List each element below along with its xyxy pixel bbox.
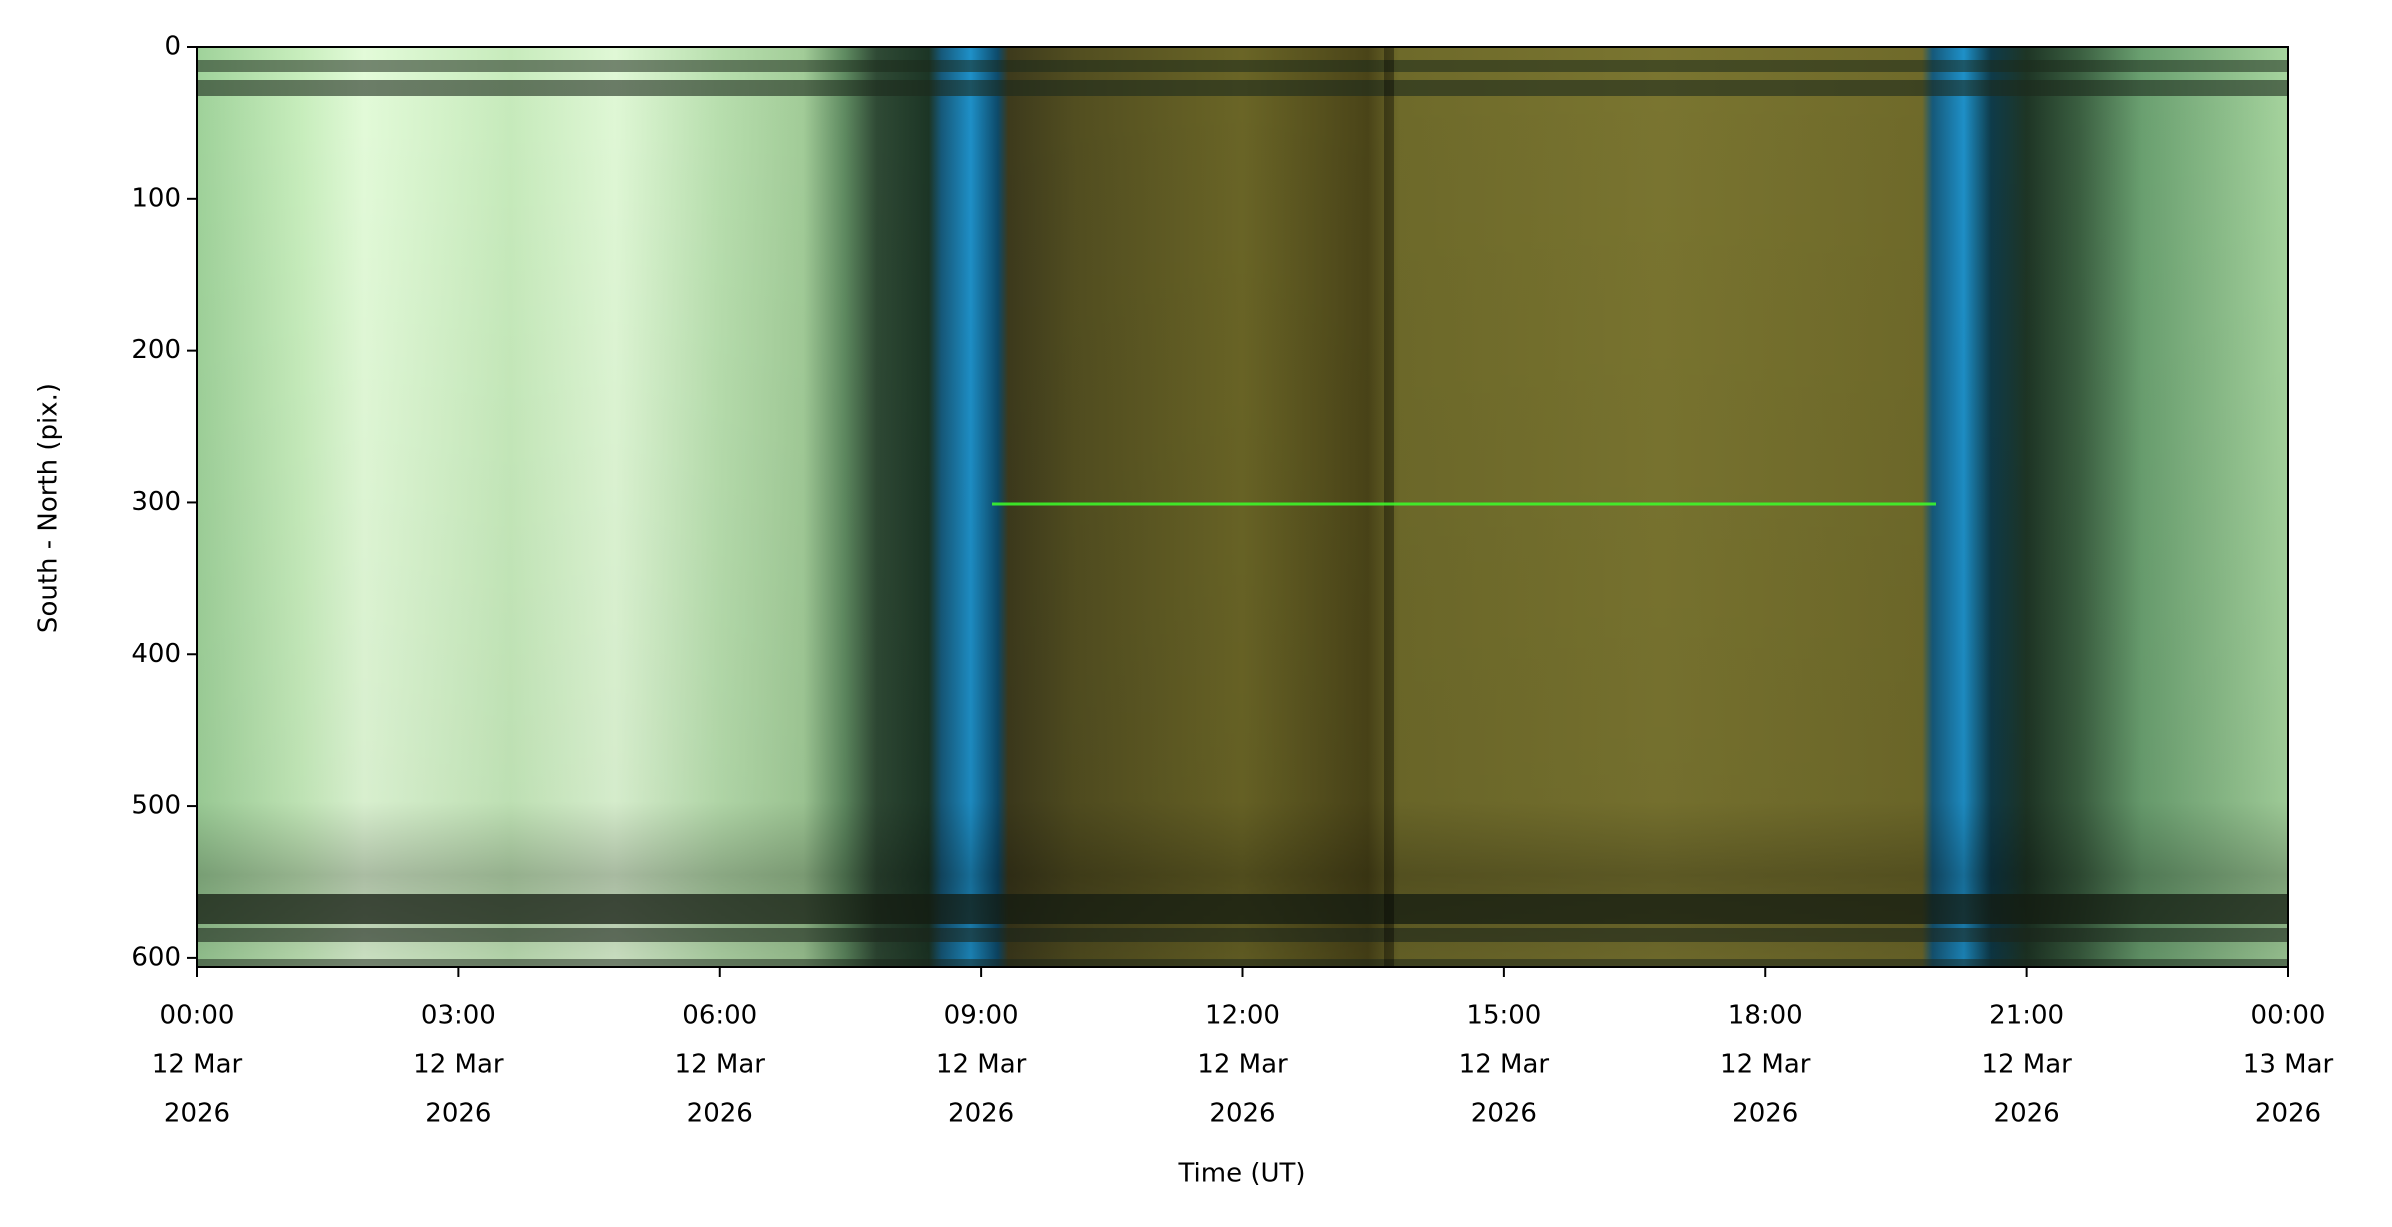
x-tick-label-line: 2026 xyxy=(425,1099,491,1129)
x-tick-label: 18:00 12 Mar 2026 xyxy=(1720,1001,1811,1129)
x-tick-label-line: 12 Mar xyxy=(1197,1050,1288,1080)
x-tick-label-line: 12 Mar xyxy=(675,1050,766,1080)
x-tick-label-line: 15:00 xyxy=(1466,1001,1541,1031)
x-tick-label-line: 12 Mar xyxy=(936,1050,1027,1080)
x-tick-label-line: 12 Mar xyxy=(413,1050,504,1080)
x-tick-label-line: 2026 xyxy=(1471,1099,1537,1129)
x-tick-label-line: 03:00 xyxy=(421,1001,496,1031)
keogram-image xyxy=(197,47,2288,967)
x-tick-label-line: 2026 xyxy=(1994,1099,2060,1129)
x-tick-label-line: 00:00 xyxy=(160,1001,235,1031)
x-tick-label-line: 12 Mar xyxy=(1981,1050,2072,1080)
x-tick-label-line: 12 Mar xyxy=(1459,1050,1550,1080)
x-tick-label-line: 12 Mar xyxy=(152,1050,243,1080)
image-band xyxy=(197,928,2288,942)
image-shade xyxy=(197,47,2288,967)
x-tick-label-line: 09:00 xyxy=(944,1001,1019,1031)
x-tick-label-line: 12 Mar xyxy=(1720,1050,1811,1080)
x-tick-label-line: 00:00 xyxy=(2251,1001,2326,1031)
x-tick-label-line: 2026 xyxy=(164,1099,230,1129)
x-tick-label-line: 2026 xyxy=(1209,1099,1275,1129)
x-tick-label-line: 2026 xyxy=(1732,1099,1798,1129)
x-axis-label: Time (UT) xyxy=(1177,1159,1305,1189)
x-tick-label-line: 13 Mar xyxy=(2243,1050,2334,1080)
x-tick-label-line: 12:00 xyxy=(1205,1001,1280,1031)
image-band xyxy=(197,80,2288,96)
y-tick-label: 400 xyxy=(131,639,181,669)
image-band xyxy=(197,894,2288,924)
image-band xyxy=(197,959,2288,967)
x-tick-label-line: 21:00 xyxy=(1989,1001,2064,1031)
image-band xyxy=(1384,47,1394,967)
x-tick-label: 12:00 12 Mar 2026 xyxy=(1197,1001,1288,1129)
y-tick-label: 600 xyxy=(131,942,181,972)
x-tick-label: 00:00 12 Mar 2026 xyxy=(152,1001,243,1129)
y-tick-label: 100 xyxy=(131,183,181,213)
x-tick-label: 09:00 12 Mar 2026 xyxy=(936,1001,1027,1129)
x-tick-label: 21:00 12 Mar 2026 xyxy=(1981,1001,2072,1129)
image-band xyxy=(197,60,2288,72)
y-tick-label: 500 xyxy=(131,791,181,821)
y-tick-label: 300 xyxy=(131,487,181,517)
x-tick-label: 06:00 12 Mar 2026 xyxy=(675,1001,766,1129)
x-tick-label: 15:00 12 Mar 2026 xyxy=(1459,1001,1550,1129)
y-axis-label: South - North (pix.) xyxy=(34,383,64,633)
y-tick-label: 0 xyxy=(164,32,181,62)
x-tick-label: 00:00 13 Mar 2026 xyxy=(2243,1001,2334,1129)
x-tick-label-line: 2026 xyxy=(948,1099,1014,1129)
x-tick-label: 03:00 12 Mar 2026 xyxy=(413,1001,504,1129)
x-tick-label-line: 06:00 xyxy=(682,1001,757,1031)
x-tick-label-line: 2026 xyxy=(687,1099,753,1129)
x-tick-label-line: 18:00 xyxy=(1728,1001,1803,1031)
x-tick-label-line: 2026 xyxy=(2255,1099,2321,1129)
y-tick-label: 200 xyxy=(131,335,181,365)
